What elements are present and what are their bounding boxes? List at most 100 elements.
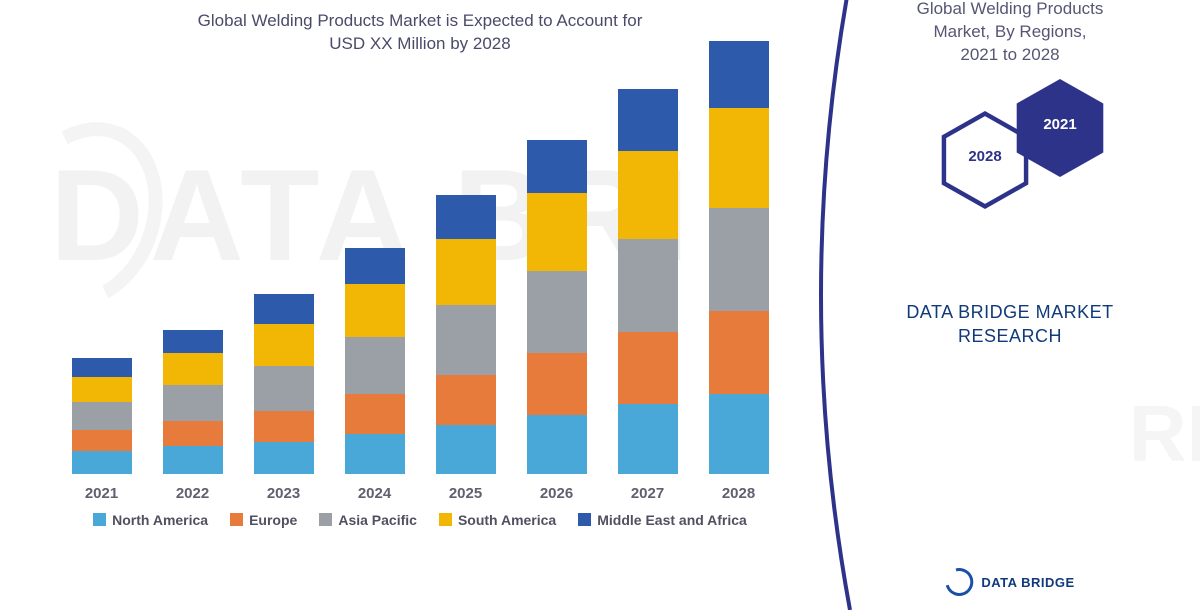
bar-segment	[436, 239, 496, 304]
legend: North America Europe Asia Pacific South Ame…	[40, 512, 800, 528]
bar-segment	[436, 375, 496, 426]
legend-swatch	[93, 513, 106, 526]
legend-swatch	[578, 513, 591, 526]
x-tick-label: 2024	[340, 485, 410, 502]
bar-column	[704, 41, 774, 474]
bar-segment	[527, 193, 587, 271]
bar-segment	[163, 421, 223, 446]
bar-segment	[618, 239, 678, 332]
hexagon-label: 2021	[1015, 116, 1105, 133]
x-tick-label: 2021	[67, 485, 137, 502]
bar-segment	[345, 248, 405, 284]
stacked-bar	[254, 294, 314, 474]
bar-segment	[345, 337, 405, 394]
x-tick-label: 2022	[158, 485, 228, 502]
legend-swatch	[319, 513, 332, 526]
side-title-line2: Market, By Regions,	[933, 22, 1086, 41]
legend-item: Asia Pacific	[319, 512, 417, 528]
x-tick-label: 2026	[522, 485, 592, 502]
bar-segment	[163, 446, 223, 473]
stacked-bar	[527, 140, 587, 474]
legend-item: Europe	[230, 512, 297, 528]
legend-item: South America	[439, 512, 556, 528]
bar-segment	[527, 353, 587, 414]
bar-segment	[436, 305, 496, 375]
bar-segment	[436, 195, 496, 239]
bar-column	[158, 330, 228, 474]
stacked-bar	[436, 195, 496, 474]
legend-label: Europe	[249, 512, 297, 528]
chart-title: Global Welding Products Market is Expect…	[40, 10, 800, 56]
bar-segment	[618, 151, 678, 240]
stacked-bar	[618, 89, 678, 474]
brand-line1: DATA BRIDGE MARKET	[906, 302, 1113, 322]
stacked-bar	[163, 330, 223, 474]
bar-segment	[254, 366, 314, 410]
footer-logo: DATA BRIDGE	[945, 568, 1074, 596]
bar-segment	[527, 415, 587, 474]
x-tick-label: 2028	[704, 485, 774, 502]
legend-swatch	[230, 513, 243, 526]
bar-segment	[709, 311, 769, 393]
bar-segment	[709, 108, 769, 207]
bar-column	[67, 358, 137, 474]
bar-segment	[254, 442, 314, 474]
legend-label: South America	[458, 512, 556, 528]
bar-segment	[72, 358, 132, 377]
bar-segment	[254, 324, 314, 366]
side-title-line1: Global Welding Products	[917, 0, 1104, 18]
bar-segment	[345, 394, 405, 434]
legend-label: Asia Pacific	[338, 512, 417, 528]
bar-column	[431, 195, 501, 474]
bar-column	[340, 248, 410, 474]
bar-segment	[72, 402, 132, 429]
bar-segment	[527, 271, 587, 353]
brand-label: DATA BRIDGE MARKET RESEARCH	[820, 300, 1200, 349]
chart-title-line2: USD XX Million by 2028	[329, 34, 510, 53]
bar-segment	[72, 451, 132, 474]
bar-segment	[709, 208, 769, 312]
bar-segment	[618, 404, 678, 474]
footer-logo-text: DATA BRIDGE	[981, 575, 1074, 590]
chart-title-line1: Global Welding Products Market is Expect…	[198, 11, 643, 30]
bar-segment	[254, 294, 314, 324]
side-panel: Global Welding Products Market, By Regio…	[820, 0, 1200, 600]
bar-segment	[163, 385, 223, 421]
bar-segment	[163, 353, 223, 385]
bar-segment	[618, 89, 678, 150]
bar-segment	[618, 332, 678, 404]
bar-column	[613, 89, 683, 474]
legend-label: Middle East and Africa	[597, 512, 747, 528]
main-container: Global Welding Products Market is Expect…	[0, 0, 1200, 600]
legend-swatch	[439, 513, 452, 526]
bar-segment	[709, 41, 769, 109]
year-hexagon: 2021	[1015, 78, 1105, 178]
side-watermark: RE	[1129, 388, 1200, 480]
x-axis-labels: 2021 2022 2023 2024 2025 2026 2027 2028	[50, 485, 790, 502]
side-title-line3: 2021 to 2028	[960, 45, 1059, 64]
stacked-bar	[72, 358, 132, 474]
plot-area: 2021 2022 2023 2024 2025 2026 2027 2028	[50, 62, 790, 502]
x-tick-label: 2027	[613, 485, 683, 502]
bar-segment	[709, 394, 769, 474]
stacked-bar	[345, 248, 405, 474]
legend-item: North America	[93, 512, 208, 528]
bar-segment	[163, 330, 223, 353]
bar-segment	[345, 434, 405, 474]
footer-logo-icon	[940, 563, 978, 601]
side-title: Global Welding Products Market, By Regio…	[820, 0, 1200, 67]
bar-segment	[72, 377, 132, 402]
bar-segment	[345, 284, 405, 337]
bar-column	[522, 140, 592, 474]
bar-segment	[436, 425, 496, 474]
legend-label: North America	[112, 512, 208, 528]
bars-row	[50, 62, 790, 474]
panel-divider-curve	[810, 0, 870, 610]
x-tick-label: 2023	[249, 485, 319, 502]
legend-item: Middle East and Africa	[578, 512, 747, 528]
stacked-bar	[709, 41, 769, 474]
bar-segment	[72, 430, 132, 451]
bar-segment	[254, 411, 314, 443]
bar-segment	[527, 140, 587, 193]
x-tick-label: 2025	[431, 485, 501, 502]
